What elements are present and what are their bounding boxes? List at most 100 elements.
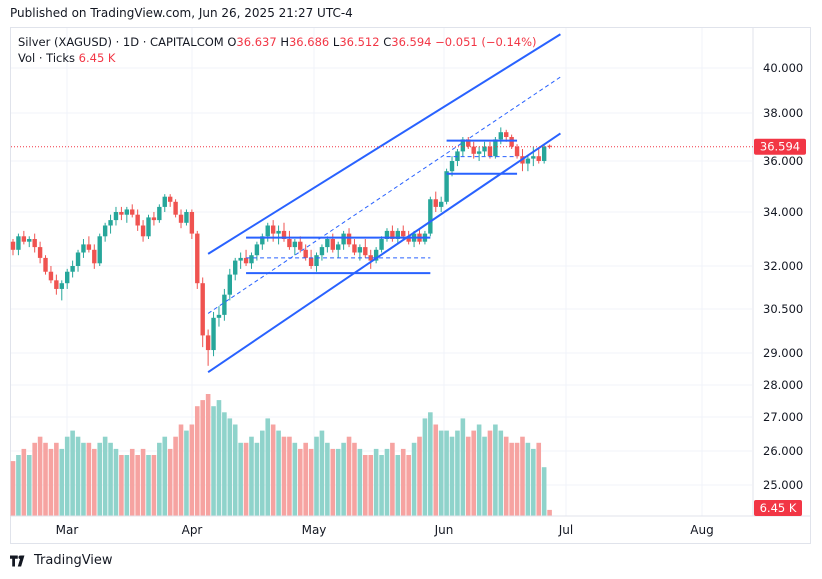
volume-bar	[119, 455, 124, 516]
candle-body	[395, 230, 401, 239]
candle-body	[276, 230, 281, 234]
volume-bar	[352, 442, 357, 516]
candle-body	[157, 206, 162, 221]
volume-bar	[108, 442, 113, 516]
x-tick-label: Aug	[690, 523, 713, 537]
volume-bar	[541, 467, 547, 516]
candle-body	[401, 230, 406, 237]
candle-body	[140, 225, 146, 237]
candle-body	[363, 247, 368, 256]
volume-bar	[525, 442, 531, 516]
candle-body	[373, 249, 379, 261]
candle-body	[135, 214, 140, 226]
volume-bar	[265, 418, 271, 516]
volume-bar	[129, 448, 135, 516]
volume-bar	[140, 448, 146, 516]
tradingview-logo-icon	[10, 554, 25, 567]
candle-body	[314, 255, 319, 266]
candlestick-series	[10, 127, 552, 366]
candle-body	[81, 244, 86, 253]
volume-bar	[287, 436, 292, 516]
volume-bar	[124, 455, 130, 516]
volume-bar	[281, 436, 287, 516]
volume-bar	[16, 455, 21, 516]
volume-bar	[21, 448, 27, 516]
candle-body	[173, 201, 178, 215]
candle-body	[189, 212, 195, 234]
volume-bar	[222, 412, 227, 516]
candle-body	[265, 225, 270, 237]
volume-bar	[146, 455, 151, 516]
candle-body	[27, 239, 32, 242]
volume-bar	[151, 455, 157, 516]
change-value: −0.051 (−0.14%)	[435, 35, 537, 49]
x-tick-label: Jul	[558, 523, 573, 537]
volume-bar	[428, 412, 433, 516]
volume-bar	[205, 394, 211, 516]
candle-body	[102, 225, 108, 237]
candle-body	[390, 230, 395, 239]
volume-bar	[75, 436, 81, 516]
chart-legend: Silver (XAGUSD) · 1D · CAPITALCOM O36.63…	[18, 34, 537, 66]
volume-bar	[227, 418, 233, 516]
volume-bar	[232, 424, 238, 516]
volume-bar	[411, 442, 417, 516]
volume-bar	[314, 436, 319, 516]
candle-body	[222, 294, 227, 315]
volume-tag-label: 6.45 K	[760, 501, 797, 515]
volume-bar	[303, 442, 308, 516]
volume-bar	[330, 448, 336, 516]
candle-body	[113, 212, 119, 221]
volume-bar	[211, 406, 216, 516]
candle-body	[330, 239, 335, 250]
candle-body	[200, 283, 205, 336]
candle-body	[162, 196, 167, 207]
high-value: 36.686	[288, 35, 330, 49]
candle-body	[541, 146, 547, 161]
volume-bar	[102, 436, 108, 516]
volume-bar	[346, 436, 352, 516]
y-tick-label: 32.000	[763, 259, 803, 273]
candle-body	[433, 199, 438, 207]
candle-body	[493, 139, 498, 157]
volume-bar	[43, 442, 48, 516]
y-tick-label: 36.000	[763, 154, 803, 168]
candle-body	[325, 239, 330, 248]
volume-bar	[335, 448, 341, 516]
candle-body	[59, 283, 64, 289]
candle-body	[525, 158, 531, 164]
symbol-label[interactable]: Silver (XAGUSD) · 1D · CAPITALCOM	[18, 35, 224, 49]
price-axis[interactable]: 40.000 38.000 36.000 34.000 32.000 30.500 29.0…	[752, 28, 803, 516]
candle-body	[260, 236, 265, 245]
volume-bar	[184, 430, 189, 516]
candle-body	[319, 247, 325, 256]
volume-bar	[162, 436, 168, 516]
volume-bar	[64, 436, 70, 516]
volume-bar	[238, 442, 243, 516]
last-price-tag-label: 36.594	[760, 140, 800, 154]
y-tick-label: 27.000	[763, 410, 803, 424]
x-tick-label: May	[302, 523, 327, 537]
volume-bar	[357, 448, 363, 516]
candle-body	[471, 146, 476, 154]
brand-name[interactable]: TradingView	[34, 553, 113, 568]
candle-body	[37, 247, 43, 258]
candle-body	[70, 266, 75, 272]
candle-body	[406, 236, 411, 242]
candle-body	[54, 280, 59, 289]
candle-body	[21, 236, 27, 242]
open-label: O	[227, 35, 237, 49]
candle-body	[336, 244, 341, 250]
candle-body	[270, 225, 276, 234]
candle-body	[48, 271, 54, 281]
time-axis[interactable]: Mar Apr May Jun Jul Aug	[11, 515, 810, 537]
volume-bar	[531, 448, 536, 516]
volume-bar	[26, 455, 32, 516]
volume-label[interactable]: Vol · Ticks	[18, 51, 76, 65]
y-tick-label: 25.000	[763, 478, 803, 492]
candle-body	[352, 244, 357, 253]
y-tick-label: 28.000	[763, 378, 803, 392]
volume-bar	[249, 436, 254, 516]
candle-body	[346, 233, 352, 245]
